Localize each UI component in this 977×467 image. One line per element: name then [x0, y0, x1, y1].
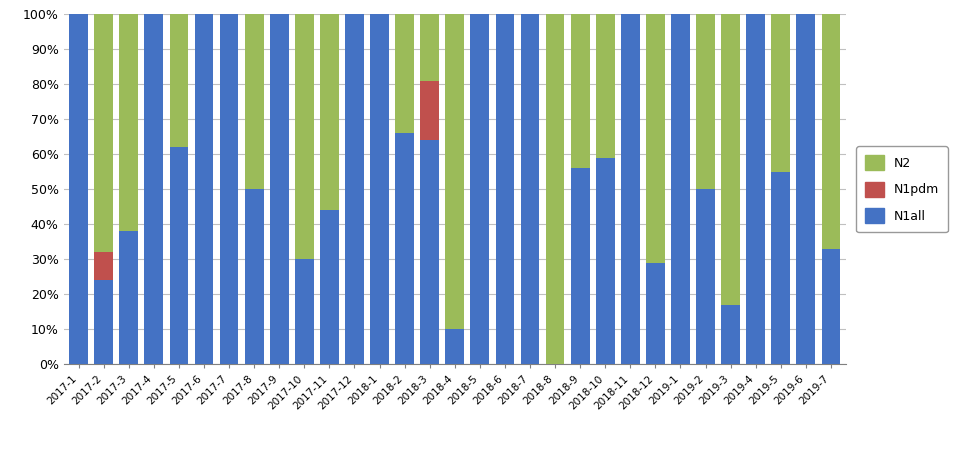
Bar: [119, 14, 138, 231]
Bar: [69, 14, 88, 364]
Bar: [571, 14, 589, 168]
Bar: [420, 140, 439, 364]
Bar: [595, 14, 614, 158]
Bar: [119, 231, 138, 364]
Bar: [220, 14, 238, 364]
Bar: [745, 14, 764, 364]
Bar: [495, 14, 514, 364]
Bar: [94, 14, 113, 252]
Bar: [545, 14, 564, 364]
Bar: [319, 14, 338, 210]
Bar: [595, 158, 614, 364]
Bar: [646, 262, 664, 364]
Bar: [244, 14, 263, 189]
Bar: [696, 189, 714, 364]
Bar: [646, 14, 664, 262]
Bar: [771, 14, 789, 172]
Bar: [94, 280, 113, 364]
Bar: [670, 14, 689, 364]
Legend: N2, N1pdm, N1all: N2, N1pdm, N1all: [855, 146, 947, 232]
Bar: [395, 14, 413, 133]
Bar: [420, 14, 439, 80]
Bar: [295, 259, 314, 364]
Bar: [420, 80, 439, 140]
Bar: [470, 14, 488, 364]
Bar: [345, 14, 363, 364]
Bar: [169, 14, 189, 147]
Bar: [771, 172, 789, 364]
Bar: [720, 305, 740, 364]
Bar: [194, 14, 213, 364]
Bar: [445, 14, 464, 329]
Bar: [795, 14, 815, 364]
Bar: [696, 14, 714, 189]
Bar: [145, 14, 163, 364]
Bar: [720, 14, 740, 305]
Bar: [520, 14, 539, 364]
Bar: [395, 133, 413, 364]
Bar: [821, 248, 839, 364]
Bar: [445, 329, 464, 364]
Bar: [369, 14, 389, 364]
Bar: [169, 147, 189, 364]
Bar: [620, 14, 639, 364]
Bar: [244, 189, 263, 364]
Bar: [94, 252, 113, 280]
Bar: [270, 14, 288, 364]
Bar: [319, 210, 338, 364]
Bar: [295, 14, 314, 259]
Bar: [821, 14, 839, 248]
Bar: [571, 168, 589, 364]
